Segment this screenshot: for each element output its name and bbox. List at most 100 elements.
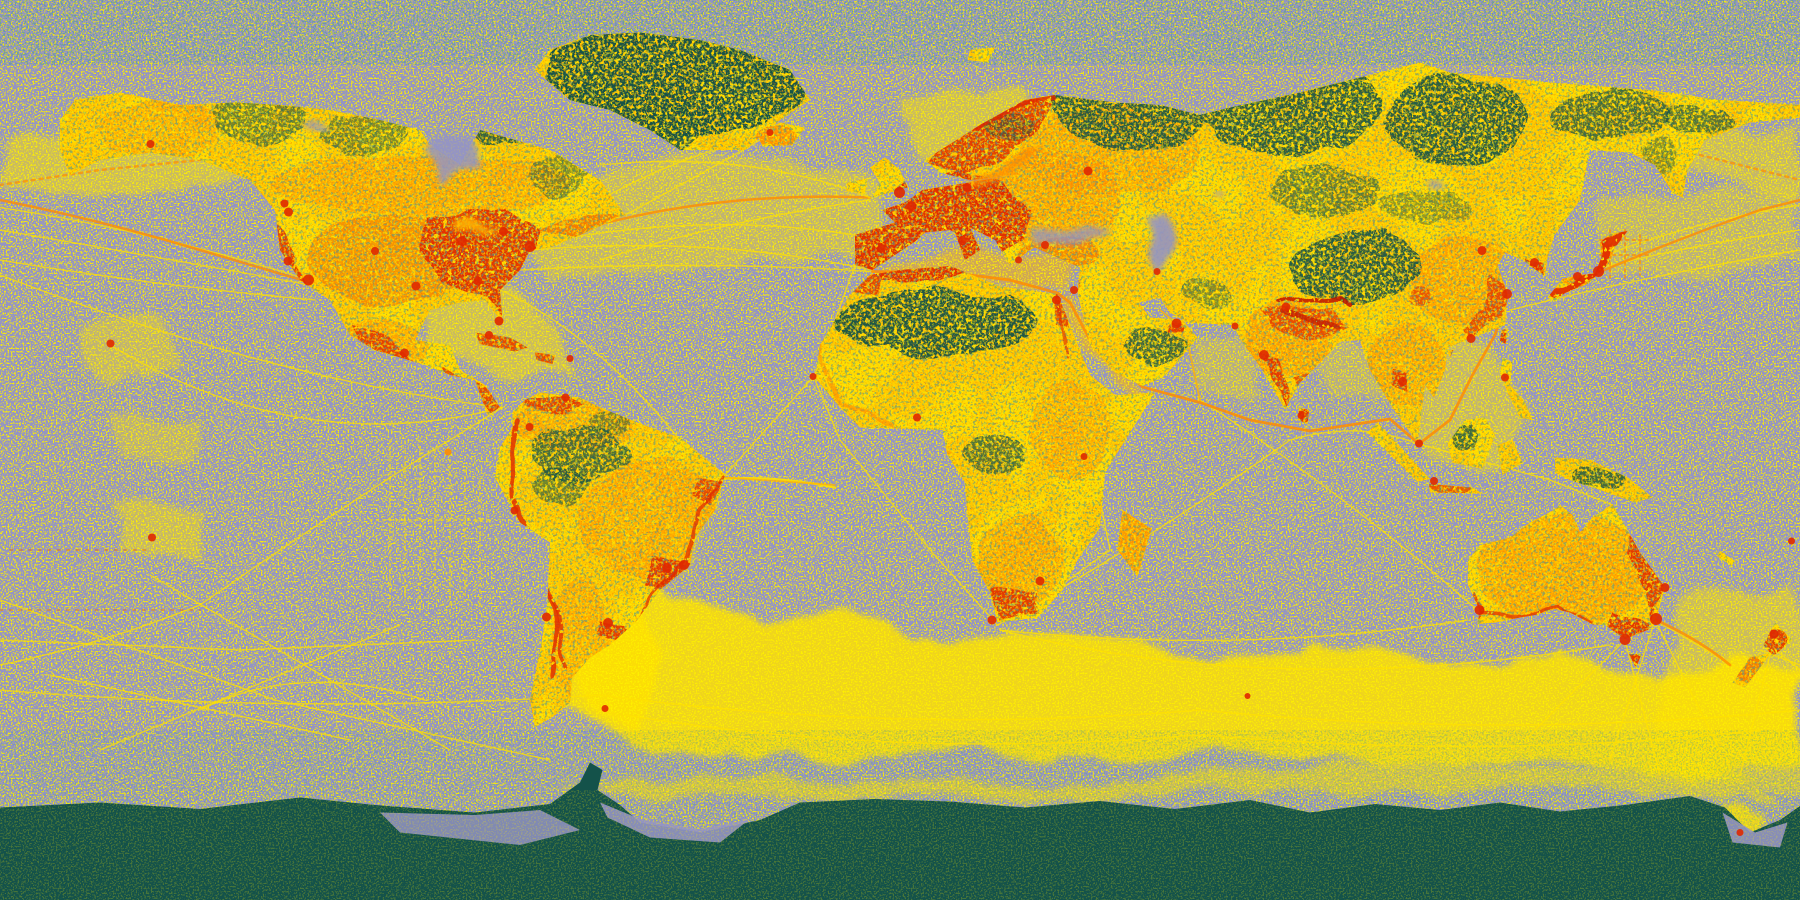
track-lane xyxy=(724,476,836,486)
city-sao-paulo xyxy=(662,563,672,573)
city-fiji xyxy=(1787,537,1795,545)
antarctica-sparse-speckle xyxy=(0,790,1800,900)
city-manila xyxy=(1501,373,1510,382)
track-lane xyxy=(0,229,311,286)
track-lane xyxy=(1199,399,1479,611)
track-lane xyxy=(99,624,401,751)
track-lane xyxy=(1597,198,1800,274)
city-seattle xyxy=(284,207,293,217)
city-mumbai xyxy=(1259,350,1269,360)
city-sydney xyxy=(1650,613,1662,626)
track-lane xyxy=(199,681,426,711)
city-dallas xyxy=(411,281,421,291)
track-lane xyxy=(1604,204,1800,256)
city-anchorage xyxy=(146,140,155,148)
city-mexico-city xyxy=(400,348,409,358)
city-berlin xyxy=(962,183,972,192)
city-santiago xyxy=(542,612,551,622)
city-hotspot-dots xyxy=(106,129,1795,836)
city-toronto xyxy=(498,226,508,236)
lake-great-lakes xyxy=(452,217,515,235)
city-chicago xyxy=(457,236,467,246)
city-buenos-aires xyxy=(603,618,613,628)
city-falklands xyxy=(601,705,609,712)
city-havana xyxy=(485,331,493,339)
city-osaka xyxy=(1573,272,1582,281)
city-denver xyxy=(371,247,379,255)
track-lane xyxy=(0,599,551,761)
track-lane xyxy=(0,406,504,666)
city-brisbane xyxy=(1660,583,1670,592)
city-new-york xyxy=(524,241,536,252)
city-beijing xyxy=(1477,245,1487,255)
lake-aral-sea xyxy=(1207,194,1223,206)
lake-great-bear-lake xyxy=(305,120,325,130)
city-dubai xyxy=(1171,318,1182,329)
city-singapore xyxy=(1415,439,1423,448)
track-lane xyxy=(0,274,504,409)
track-lane xyxy=(1509,249,1800,311)
track-lane xyxy=(999,619,1469,642)
city-tokyo xyxy=(1593,266,1605,277)
city-moscow xyxy=(1083,166,1093,176)
city-karachi xyxy=(1231,322,1239,330)
city-galapagos xyxy=(444,448,452,456)
city-london xyxy=(893,187,905,199)
track-lane xyxy=(529,244,874,271)
city-reykjavik xyxy=(766,129,774,136)
track-lane xyxy=(499,289,726,476)
city-rio xyxy=(679,560,689,570)
city-san-juan xyxy=(566,355,574,362)
city-bogota xyxy=(525,423,534,431)
city-miami xyxy=(494,316,504,326)
track-lane xyxy=(49,674,351,741)
city-colombo xyxy=(1297,412,1305,419)
track-lane xyxy=(1624,639,1661,776)
lake-baltic-sea xyxy=(960,147,1043,188)
line-chile-coast-line xyxy=(545,578,570,672)
city-san-francisco xyxy=(283,256,293,266)
city-johannesburg xyxy=(1035,576,1045,586)
city-delhi xyxy=(1281,302,1291,312)
track-lane xyxy=(0,198,312,284)
inland-waters xyxy=(305,120,1445,265)
city-tehran xyxy=(1153,268,1161,275)
city-caracas xyxy=(561,393,570,402)
city-los-angeles xyxy=(303,274,314,286)
line-himalaya-line xyxy=(1275,293,1352,307)
lake-caspian-sea xyxy=(1147,217,1173,265)
track-aleutian-arc-w xyxy=(0,158,202,187)
lake-hudson-bay xyxy=(422,137,478,185)
city-bangkok xyxy=(1398,377,1407,387)
city-jakarta xyxy=(1430,476,1438,485)
city-lima xyxy=(510,506,519,515)
track-lane xyxy=(1524,639,1626,741)
city-tahiti xyxy=(148,533,156,542)
city-cairo xyxy=(1052,295,1061,305)
city-paris xyxy=(906,201,917,211)
city-melbourne xyxy=(1619,634,1631,645)
city-honolulu xyxy=(106,339,115,348)
city-cape-town xyxy=(987,615,997,625)
track-lane xyxy=(999,629,1611,670)
track-lane xyxy=(109,344,504,425)
line-brazil-coast-line xyxy=(633,475,727,622)
city-kerguelen xyxy=(1244,692,1251,699)
city-lagos xyxy=(912,413,921,422)
city-shanghai xyxy=(1502,289,1512,299)
track-lane xyxy=(519,264,874,273)
track-lane xyxy=(1654,618,1732,667)
city-seoul xyxy=(1530,258,1539,267)
city-madrid xyxy=(877,244,887,253)
track-lane xyxy=(0,639,476,651)
city-athens xyxy=(1015,256,1022,264)
city-auckland xyxy=(1769,629,1779,639)
track-lane xyxy=(0,259,316,301)
track-lane xyxy=(599,199,871,261)
city-istanbul xyxy=(1041,241,1049,249)
city-tel-aviv xyxy=(1070,286,1078,294)
lake-black-sea xyxy=(1037,222,1105,245)
city-mcmurdo xyxy=(1736,829,1744,836)
